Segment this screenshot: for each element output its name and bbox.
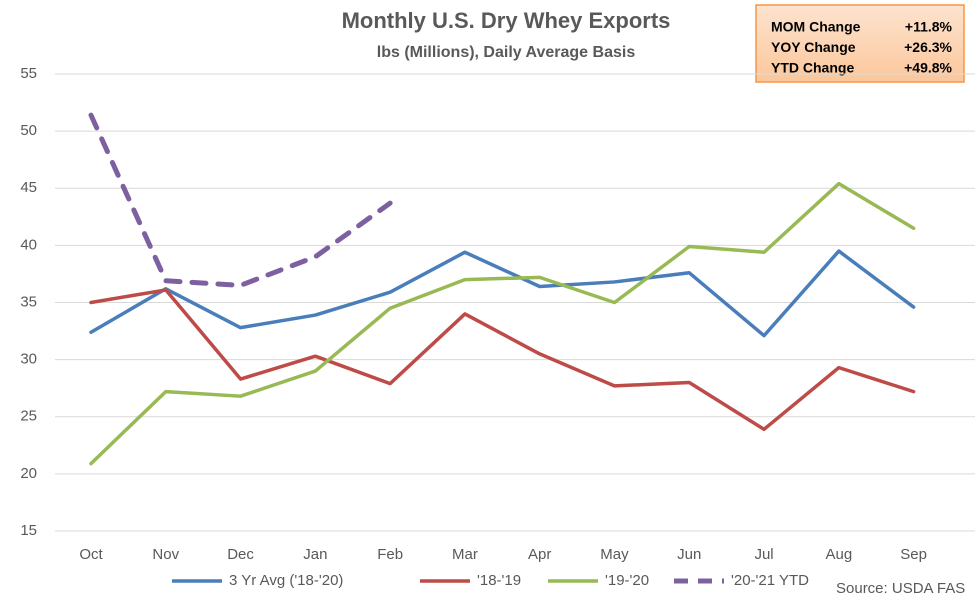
x-tick-label: Jan [303,546,327,563]
y-tick-label: 40 [20,236,37,253]
x-tick-label: Nov [152,546,179,563]
x-tick-label: May [600,546,629,563]
series-line [89,181,916,466]
x-tick-label: Mar [452,546,478,563]
y-tick-label: 35 [20,293,37,310]
summary-label: YOY Change [771,39,856,55]
y-tick-label: 50 [20,122,37,139]
legend-label: '20-'21 YTD [731,572,809,589]
y-tick-label: 45 [20,179,37,196]
source: Source: USDA FAS [836,580,965,597]
x-tick-label: Jul [754,546,773,563]
x-tick-label: Sep [900,546,927,563]
legend-label: '18-'19 [477,572,521,589]
summary-value: +26.3% [904,39,952,55]
series-line [89,249,916,338]
x-tick-label: Oct [79,546,103,563]
y-tick-label: 15 [20,522,37,539]
legend-label: 3 Yr Avg ('18-'20) [229,572,343,589]
series-line [88,112,393,288]
x-tick-label: Jun [677,546,701,563]
chart-subtitle: lbs (Millions), Daily Average Basis [377,44,636,61]
legend-label: '19-'20 [605,572,649,589]
summary-label: YTD Change [771,60,854,76]
y-tick-label: 20 [20,465,37,482]
x-tick-label: Aug [825,546,852,563]
summary-label: MOM Change [771,19,861,35]
y-tick-label: 30 [20,351,37,368]
x-tick-label: Dec [227,546,254,563]
x-tick-label: Apr [528,546,551,563]
summary-box: MOM Change +11.8% YOY Change +26.3% YTD Chan… [755,4,965,83]
y-tick-label: 55 [20,65,37,82]
chart-title: Monthly U.S. Dry Whey Exports [342,8,671,33]
summary-background [755,4,965,83]
x-tick-label: Feb [377,546,403,563]
y-tick-label: 25 [20,408,37,425]
summary-value: +11.8% [905,19,953,35]
summary-value: +49.8% [904,60,952,76]
series-line [89,288,916,432]
